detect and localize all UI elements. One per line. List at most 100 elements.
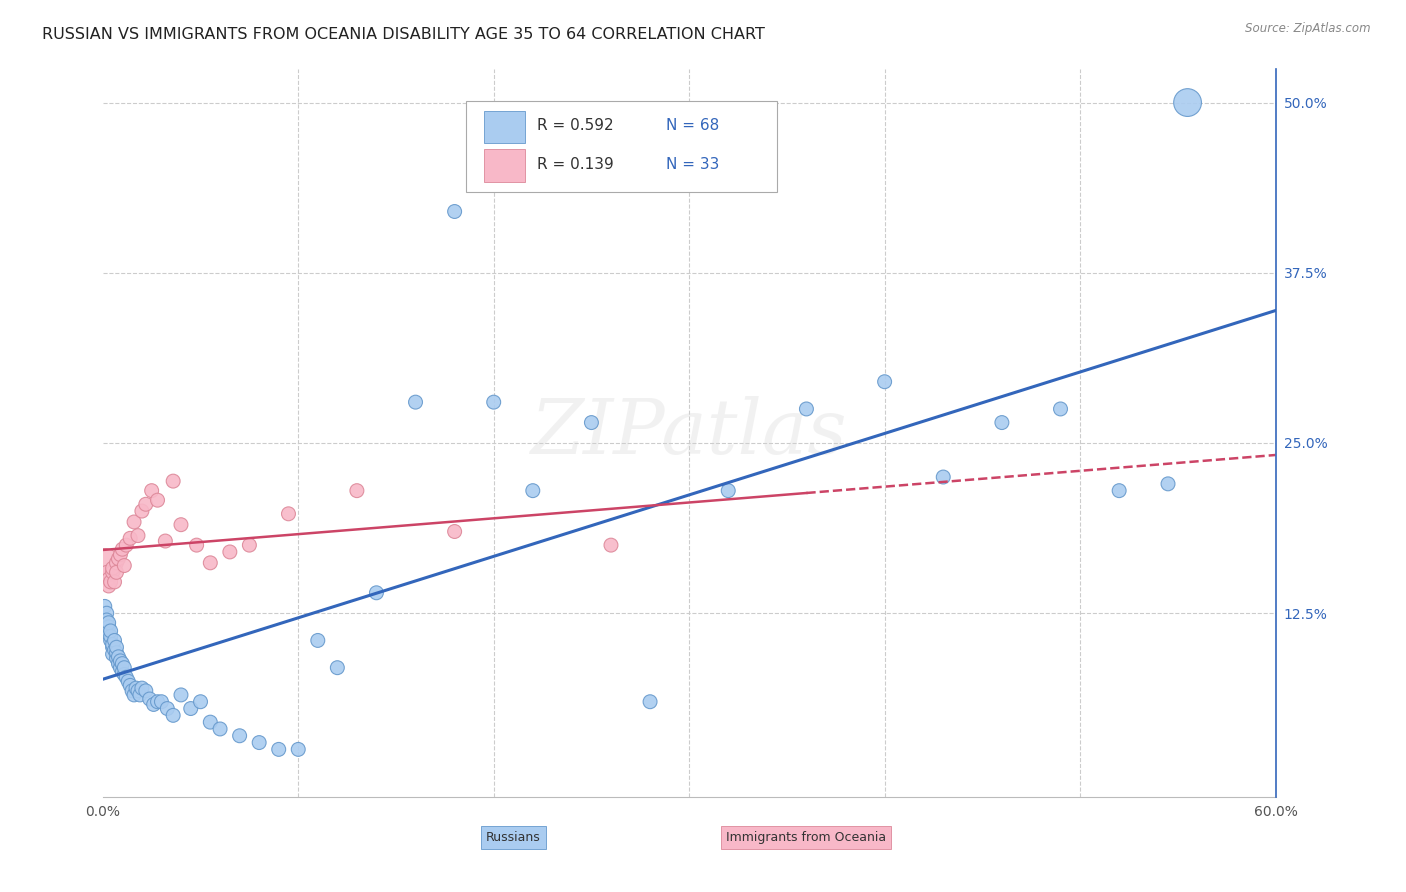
- Point: [180, 701, 202, 715]
- Point: [107, 657, 129, 671]
- Point: [155, 534, 177, 549]
- Point: [110, 654, 132, 668]
- Point: [103, 633, 125, 648]
- Point: [105, 646, 128, 660]
- Point: [717, 483, 740, 498]
- Point: [200, 715, 222, 730]
- Point: [638, 695, 661, 709]
- Point: [96, 606, 118, 620]
- Point: [796, 401, 818, 416]
- Point: [94, 558, 117, 573]
- Point: [1049, 401, 1071, 416]
- Point: [103, 643, 125, 657]
- Point: [138, 692, 160, 706]
- Point: [100, 574, 122, 589]
- Point: [101, 638, 124, 652]
- Point: [110, 548, 132, 562]
- Point: [146, 695, 169, 709]
- Point: [117, 674, 139, 689]
- Point: [105, 640, 128, 655]
- Point: [129, 688, 152, 702]
- Point: [97, 572, 120, 586]
- Point: [162, 708, 184, 723]
- Point: [482, 395, 505, 409]
- FancyBboxPatch shape: [467, 102, 778, 193]
- Point: [94, 599, 117, 614]
- Point: [443, 204, 465, 219]
- FancyBboxPatch shape: [484, 149, 524, 182]
- Point: [125, 681, 148, 695]
- Point: [1177, 95, 1199, 110]
- Point: [150, 695, 173, 709]
- Point: [443, 524, 465, 539]
- Point: [277, 507, 299, 521]
- Point: [247, 735, 270, 749]
- Text: R = 0.592: R = 0.592: [537, 118, 613, 133]
- Point: [141, 483, 163, 498]
- Point: [103, 574, 125, 589]
- Point: [1157, 476, 1180, 491]
- Point: [326, 661, 349, 675]
- Point: [131, 681, 153, 695]
- Point: [287, 742, 309, 756]
- Point: [115, 670, 138, 684]
- Point: [122, 688, 145, 702]
- Point: [96, 613, 118, 627]
- Point: [170, 688, 193, 702]
- Point: [101, 640, 124, 655]
- Text: Immigrants from Oceania: Immigrants from Oceania: [727, 830, 887, 844]
- Point: [100, 633, 122, 648]
- Point: [218, 545, 240, 559]
- Point: [111, 657, 134, 671]
- Point: [146, 493, 169, 508]
- Point: [307, 633, 329, 648]
- Point: [121, 683, 143, 698]
- Point: [581, 416, 603, 430]
- Point: [120, 531, 142, 545]
- Point: [200, 556, 222, 570]
- Point: [991, 416, 1014, 430]
- Point: [346, 483, 368, 498]
- Point: [107, 649, 129, 664]
- Point: [111, 542, 134, 557]
- Point: [96, 566, 118, 580]
- Point: [97, 579, 120, 593]
- Text: Source: ZipAtlas.com: Source: ZipAtlas.com: [1246, 22, 1371, 36]
- Point: [100, 624, 122, 638]
- Point: [267, 742, 290, 756]
- Point: [100, 629, 122, 643]
- Point: [142, 698, 165, 712]
- Point: [101, 561, 124, 575]
- Point: [111, 665, 134, 679]
- Point: [122, 515, 145, 529]
- Point: [112, 667, 135, 681]
- Point: [228, 729, 250, 743]
- Point: [105, 651, 128, 665]
- Text: RUSSIAN VS IMMIGRANTS FROM OCEANIA DISABILITY AGE 35 TO 64 CORRELATION CHART: RUSSIAN VS IMMIGRANTS FROM OCEANIA DISAB…: [42, 27, 765, 42]
- Point: [873, 375, 896, 389]
- Point: [366, 586, 388, 600]
- Text: ZIPatlas: ZIPatlas: [531, 396, 848, 470]
- Point: [97, 615, 120, 630]
- Point: [135, 683, 157, 698]
- FancyBboxPatch shape: [484, 111, 524, 144]
- Point: [112, 661, 135, 675]
- Point: [186, 538, 208, 552]
- Text: N = 68: N = 68: [665, 118, 718, 133]
- Point: [522, 483, 544, 498]
- Point: [600, 538, 623, 552]
- Point: [170, 517, 193, 532]
- Point: [110, 661, 132, 675]
- Point: [190, 695, 212, 709]
- Point: [127, 683, 149, 698]
- Point: [112, 558, 135, 573]
- Point: [1108, 483, 1130, 498]
- Point: [209, 722, 232, 736]
- Point: [238, 538, 260, 552]
- Point: [101, 647, 124, 661]
- Point: [105, 556, 128, 570]
- Point: [135, 497, 157, 511]
- Point: [101, 566, 124, 580]
- Point: [107, 551, 129, 566]
- Point: [105, 566, 128, 580]
